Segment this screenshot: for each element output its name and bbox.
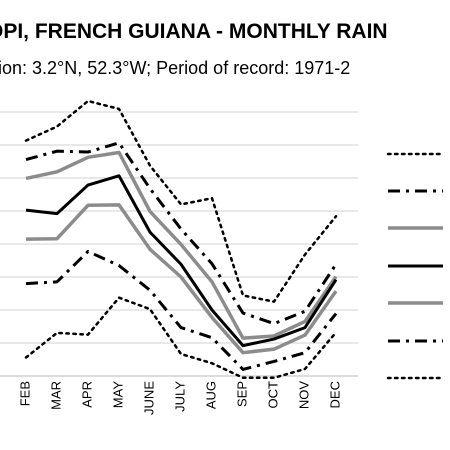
series-line [25, 174, 338, 348]
series-line [24, 296, 338, 380]
x-tick-label: MAY [110, 381, 125, 409]
series-line [25, 141, 338, 326]
x-tick-label: NOV [296, 381, 311, 410]
x-tick-label: JULY [172, 381, 187, 412]
series-line [25, 249, 338, 371]
series-line [24, 99, 338, 303]
x-tick-label: AUG [203, 381, 218, 409]
x-tick-label: APR [79, 381, 94, 408]
chart-title: OPI, FRENCH GUIANA - MONTHLY RAIN [0, 20, 388, 43]
x-tick-label: FEB [17, 381, 32, 406]
x-tick-label: MAR [48, 381, 63, 410]
x-tick-label: DEC [327, 381, 342, 408]
chart-subtitle: ation: 3.2°N, 52.3°W; Period of record: … [0, 58, 351, 78]
series-line [25, 150, 338, 340]
series-line [25, 203, 338, 355]
x-tick-label: OCT [265, 381, 280, 409]
x-tick-label: JUNE [141, 381, 156, 415]
x-tick-label: SEP [234, 381, 249, 407]
